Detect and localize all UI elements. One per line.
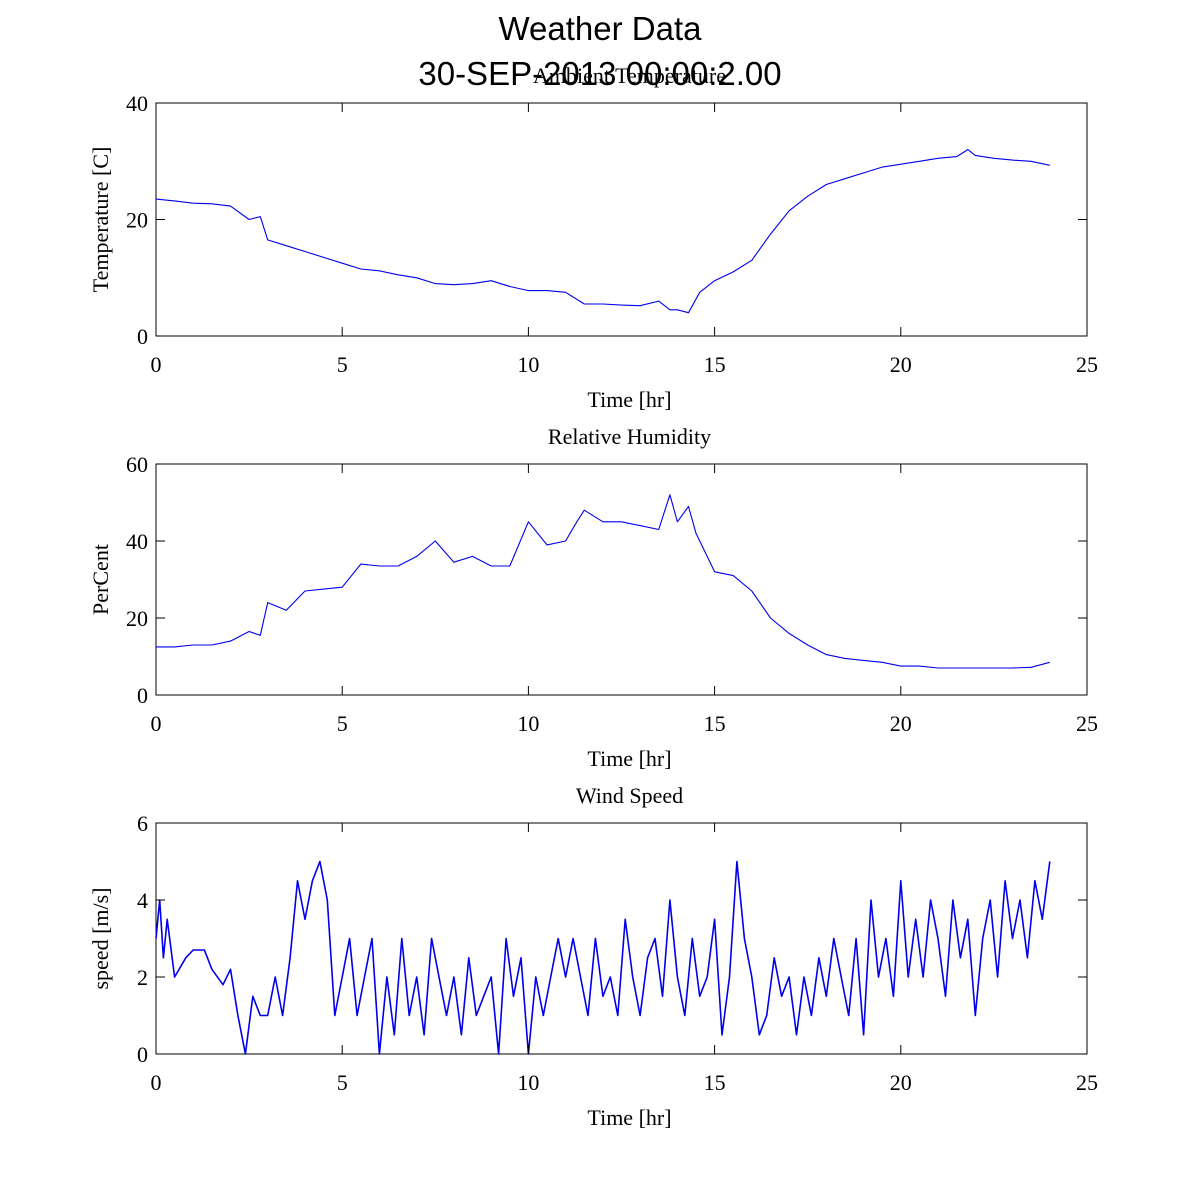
- x-tick-label-humidity: 10: [517, 711, 539, 736]
- chart-panel-wind: 0 5 10 15 20 25 0 2 4 6 Wind Speed Time [hr] speed […: [88, 783, 1098, 1130]
- x-tick-label-wind: 20: [890, 1070, 912, 1095]
- y-axis-label-wind: speed [m/s]: [88, 887, 113, 989]
- y-tick-label-humidity: 40: [126, 529, 148, 554]
- x-tick-label-wind: 25: [1076, 1070, 1098, 1095]
- x-tick-label-temperature: 20: [890, 352, 912, 377]
- series-line-wind: [155, 860, 1051, 1055]
- axes-frame-humidity: [155, 463, 1088, 696]
- x-tick-label-humidity: 25: [1076, 711, 1098, 736]
- figure-title: Weather Data: [498, 10, 702, 47]
- x-tick-label-humidity: 20: [890, 711, 912, 736]
- x-axis-label-humidity: Time [hr]: [587, 746, 671, 771]
- x-tick-label-temperature: 10: [517, 352, 539, 377]
- y-tick-label-temperature: 0: [137, 324, 148, 349]
- x-axis-label-wind: Time [hr]: [587, 1105, 671, 1130]
- chart-panel-temperature: 0 5 10 15 20 25 0 20 40 Ambient Temperature Time […: [88, 63, 1098, 412]
- x-tick-label-temperature: 0: [151, 352, 162, 377]
- chart-title-temperature: Ambient Temperature: [533, 63, 726, 88]
- y-tick-label-wind: 2: [137, 965, 148, 990]
- x-tick-label-humidity: 15: [704, 711, 726, 736]
- x-tick-label-temperature: 5: [337, 352, 348, 377]
- y-axis-label-temperature: Temperature [C]: [88, 147, 113, 293]
- y-tick-label-temperature: 40: [126, 91, 148, 116]
- y-axis-label-humidity: PerCent: [88, 544, 113, 615]
- y-tick-label-wind: 6: [137, 811, 148, 836]
- x-tick-label-wind: 10: [517, 1070, 539, 1095]
- x-tick-label-humidity: 0: [151, 711, 162, 736]
- x-axis-label-temperature: Time [hr]: [587, 387, 671, 412]
- x-tick-label-temperature: 25: [1076, 352, 1098, 377]
- x-tick-label-wind: 0: [151, 1070, 162, 1095]
- x-tick-label-wind: 15: [704, 1070, 726, 1095]
- axes-frame-temperature: [155, 102, 1088, 337]
- y-tick-label-wind: 4: [137, 888, 148, 913]
- figure-subtitle: 30-SEP-2013 00:00:2.00: [418, 55, 782, 92]
- chart-title-humidity: Relative Humidity: [548, 424, 711, 449]
- y-tick-label-humidity: 0: [137, 683, 148, 708]
- axes-frame-wind: [155, 822, 1088, 1055]
- y-tick-label-humidity: 20: [126, 606, 148, 631]
- x-tick-label-humidity: 5: [337, 711, 348, 736]
- y-tick-label-humidity: 60: [126, 452, 148, 477]
- x-tick-label-temperature: 15: [704, 352, 726, 377]
- y-tick-label-wind: 0: [137, 1042, 148, 1067]
- series-line-humidity: [156, 494, 1050, 669]
- chart-title-wind: Wind Speed: [576, 783, 683, 808]
- y-tick-label-temperature: 20: [126, 208, 148, 233]
- chart-panel-humidity: 0 5 10 15 20 25 0 20 40 60 Relative Humidity Time […: [88, 424, 1098, 771]
- x-tick-label-wind: 5: [337, 1070, 348, 1095]
- series-line-temperature: [155, 149, 1050, 314]
